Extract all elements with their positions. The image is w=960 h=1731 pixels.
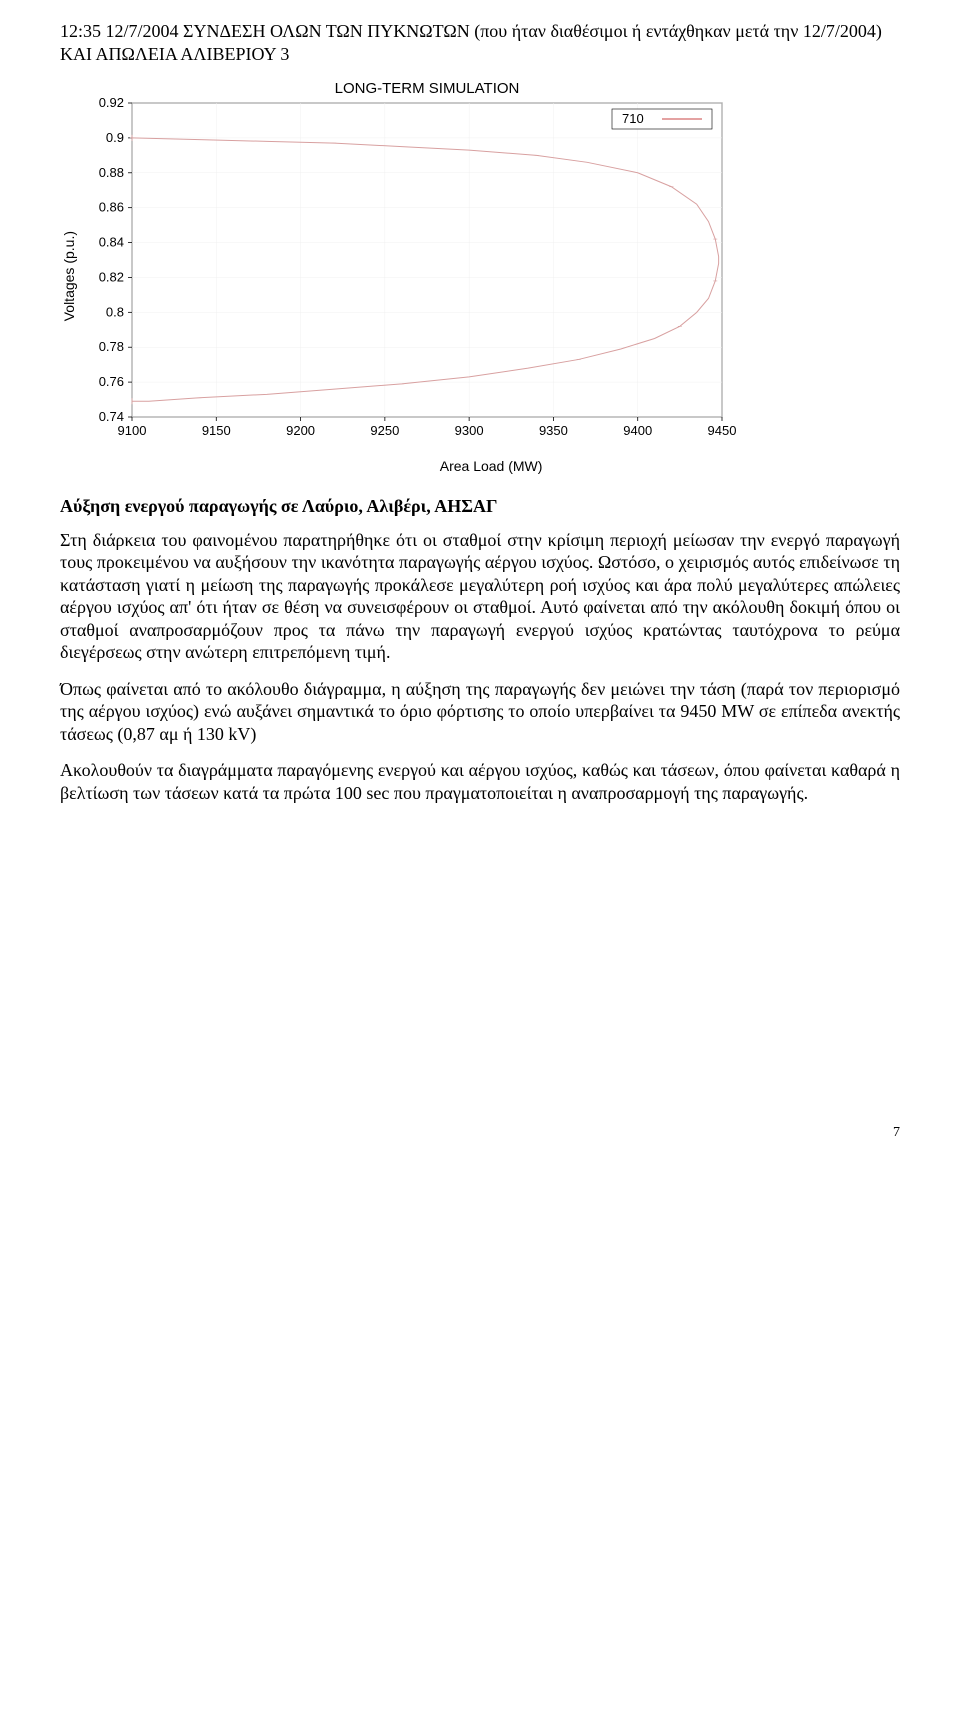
chart-ylabel: Voltages (p.u.) <box>60 231 78 321</box>
paragraph-2: Όπως φαίνεται από το ακόλουθο διάγραμμα,… <box>60 678 900 746</box>
svg-text:0.88: 0.88 <box>99 165 124 180</box>
svg-text:9450: 9450 <box>708 423 737 438</box>
svg-text:9100: 9100 <box>118 423 147 438</box>
chart-svg: 9100 9150 9200 9250 9300 9350 9400 9450 0.74 0.76… <box>82 77 742 447</box>
voltage-chart: Voltages (p.u.) 9100 9150 9200 9250 9300 9350… <box>60 77 900 476</box>
svg-text:710: 710 <box>622 111 644 126</box>
section-subheading: Αύξηση ενεργού παραγωγής σε Λαύριο, Αλιβ… <box>60 495 900 518</box>
svg-text:9250: 9250 <box>371 423 400 438</box>
svg-text:0.74: 0.74 <box>99 409 124 424</box>
svg-text:0.76: 0.76 <box>99 374 124 389</box>
svg-text:9200: 9200 <box>286 423 315 438</box>
svg-text:0.8: 0.8 <box>106 304 124 319</box>
svg-text:0.86: 0.86 <box>99 199 124 214</box>
svg-text:0.78: 0.78 <box>99 339 124 354</box>
heading-text: 12:35 12/7/2004 ΣΥΝΔΕΣΗ ΟΛΩΝ ΤΩΝ ΠΥΚΝΩΤΩ… <box>60 21 882 64</box>
svg-text:9150: 9150 <box>202 423 231 438</box>
paragraph-3: Ακολουθούν τα διαγράμματα παραγόμενης εν… <box>60 759 900 804</box>
chart-xlabel: Area Load (MW) <box>82 457 900 475</box>
svg-text:0.92: 0.92 <box>99 95 124 110</box>
svg-text:0.9: 0.9 <box>106 130 124 145</box>
svg-text:0.84: 0.84 <box>99 234 124 249</box>
svg-text:9400: 9400 <box>623 423 652 438</box>
svg-text:9350: 9350 <box>539 423 568 438</box>
paragraph-1: Στη διάρκεια του φαινομένου παρατηρήθηκε… <box>60 529 900 664</box>
page-number: 7 <box>60 1124 900 1142</box>
svg-text:9300: 9300 <box>455 423 484 438</box>
svg-text:0.82: 0.82 <box>99 269 124 284</box>
svg-text:LONG-TERM SIMULATION: LONG-TERM SIMULATION <box>335 80 520 97</box>
page-heading: 12:35 12/7/2004 ΣΥΝΔΕΣΗ ΟΛΩΝ ΤΩΝ ΠΥΚΝΩΤΩ… <box>60 20 900 67</box>
